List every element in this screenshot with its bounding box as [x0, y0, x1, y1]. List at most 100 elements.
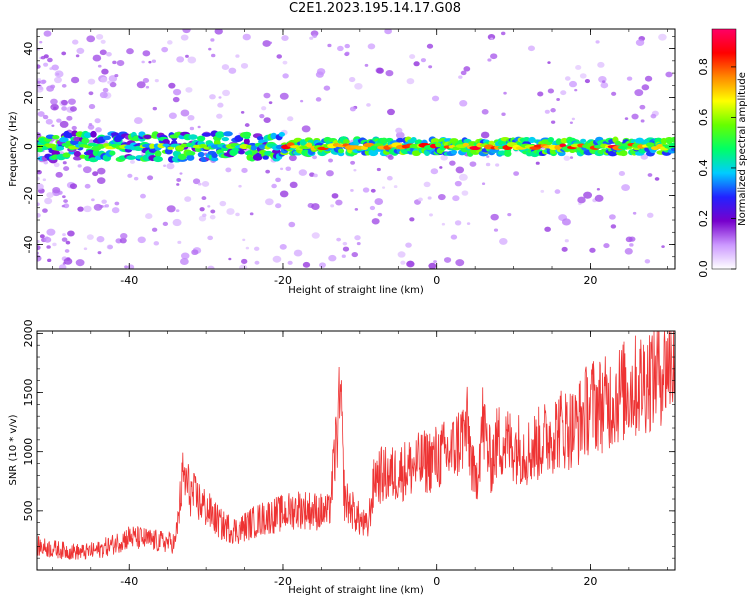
heatmap-noise-cell — [130, 159, 135, 164]
heatmap-noise-cell — [285, 166, 292, 172]
heatmap-noise-cell — [259, 114, 265, 119]
heatmap-noise-cell — [111, 207, 120, 214]
heatmap-noise-cell — [594, 194, 604, 202]
heatmap-core-cell — [435, 142, 442, 148]
heatmap-noise-cell — [191, 249, 199, 256]
heatmap-noise-cell — [574, 88, 578, 92]
heatmap-noise-cell — [454, 180, 462, 187]
heatmap-noise-cell — [268, 41, 273, 45]
heatmap-noise-cell — [61, 51, 67, 56]
heatmap-noise-cell — [544, 226, 551, 232]
heatmap-noise-cell — [51, 124, 55, 127]
heatmap-noise-cell — [287, 116, 294, 122]
heatmap-noise-cell — [253, 246, 260, 251]
heatmap-x-ticks: -40 -20 0 20 — [52, 29, 668, 287]
heatmap-noise-cell — [161, 46, 169, 53]
x-tick-label: -20 — [274, 575, 292, 588]
y-tick-label: 2000 — [22, 319, 35, 347]
colorbar-gradient — [711, 28, 737, 270]
heatmap-noise-cell — [168, 112, 177, 119]
y-tick-label: 0 — [22, 143, 35, 150]
heatmap-noise-cell — [461, 190, 469, 196]
heatmap-noise-cell — [76, 47, 85, 55]
heatmap-noise-cell — [163, 164, 167, 167]
heatmap-noise-cell — [112, 60, 117, 65]
heatmap-noise-cell — [46, 228, 56, 236]
heatmap-noise-cell — [535, 161, 540, 165]
heatmap-noise-cell — [52, 106, 57, 110]
heatmap-noise-cell — [323, 85, 331, 91]
heatmap-band-cell — [411, 150, 421, 157]
heatmap-noise-cell — [437, 193, 446, 201]
y-tick-label: -20 — [22, 187, 35, 205]
heatmap-noise-cell — [376, 67, 384, 74]
heatmap-noise-cell — [91, 198, 95, 202]
heatmap-noise-cell — [43, 30, 52, 37]
heatmap-noise-cell — [114, 73, 119, 78]
heatmap-noise-cell — [313, 173, 318, 178]
heatmap-noise-cell — [501, 112, 506, 117]
heatmap-noise-cell — [99, 204, 104, 208]
heatmap-noise-cell — [77, 206, 84, 212]
heatmap-noise-cell — [597, 61, 605, 68]
heatmap-noise-cell — [37, 183, 44, 190]
heatmap-noise-cell — [279, 92, 289, 100]
heatmap-core-cell — [87, 142, 98, 147]
heatmap-noise-cell — [136, 81, 146, 89]
heatmap-noise-cell — [507, 212, 512, 217]
x-tick-label: 20 — [583, 274, 597, 287]
y-tick-label: 20 — [22, 91, 35, 105]
colorbar: 0.0 0.2 0.4 0.6 0.8 Normalized spectral ampl… — [697, 28, 748, 278]
heatmap-noise-cell — [69, 106, 77, 112]
heatmap-noise-cell — [634, 89, 644, 97]
heatmap-noise-cell — [589, 247, 596, 253]
heatmap-noise-cell — [51, 64, 59, 71]
heatmap-noise-cell — [37, 111, 45, 117]
heatmap-noise-cell — [385, 69, 394, 77]
heatmap-noise-cell — [198, 215, 207, 222]
heatmap-noise-cell — [311, 232, 320, 239]
heatmap-noise-cell — [265, 169, 271, 174]
heatmap-noise-cell — [350, 189, 354, 192]
heatmap-noise-cell — [133, 176, 139, 181]
heatmap-noise-cell — [148, 60, 152, 64]
heatmap-noise-cell — [47, 57, 53, 63]
heatmap-band-cell — [201, 132, 212, 137]
heatmap-noise-cell — [564, 239, 569, 243]
heatmap-noise-cell — [550, 108, 556, 113]
x-tick-label: -40 — [120, 575, 138, 588]
heatmap-core-cell — [250, 145, 257, 151]
heatmap-noise-cell — [99, 91, 108, 99]
heatmap-noise-cell — [176, 56, 185, 63]
heatmap-noise-cell — [72, 39, 79, 45]
heatmap-noise-cell — [413, 61, 420, 67]
heatmap-noise-cell — [431, 95, 440, 102]
heatmap-noise-cell — [337, 45, 344, 52]
heatmap-noise-cell — [93, 203, 103, 211]
heatmap-noise-cell — [293, 249, 303, 257]
heatmap-noise-cell — [382, 186, 386, 189]
heatmap-noise-cell — [65, 240, 71, 245]
heatmap-noise-cell — [481, 109, 489, 115]
heatmap-noise-cell — [39, 40, 43, 44]
heatmap-noise-cell — [395, 131, 405, 139]
heatmap-noise-cell — [561, 246, 568, 252]
heatmap-noise-cell — [309, 36, 314, 40]
heatmap-noise-cell — [364, 63, 369, 67]
heatmap-band-cell — [197, 151, 205, 158]
heatmap-noise-cell — [611, 91, 617, 96]
heatmap-noise-cell — [319, 262, 326, 268]
heatmap-noise-cell — [152, 106, 157, 111]
heatmap-core-cell — [167, 146, 175, 150]
x-tick-label: 0 — [433, 274, 440, 287]
heatmap-noise-cell — [142, 50, 151, 57]
heatmap-band-cell — [72, 156, 82, 161]
heatmap-noise-cell — [428, 262, 437, 269]
heatmap-noise-cell — [37, 212, 41, 218]
snr-series-line — [37, 331, 675, 560]
heatmap-band-cell — [654, 137, 663, 143]
heatmap-noise-cell — [101, 68, 109, 75]
heatmap-noise-cell — [351, 251, 359, 258]
heatmap-noise-cell — [63, 203, 70, 209]
heatmap-band-cell — [62, 152, 71, 158]
